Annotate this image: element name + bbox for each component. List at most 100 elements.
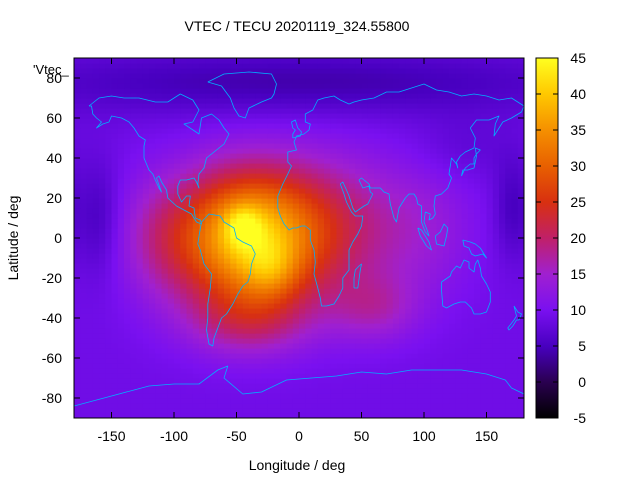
heatmap-cell [274, 333, 281, 339]
heatmap-cell [161, 198, 169, 204]
heatmap-cell [211, 73, 219, 79]
heatmap-cell [186, 263, 194, 269]
heatmap-cell [417, 223, 425, 229]
heatmap-cell [186, 273, 194, 279]
heatmap-cell [311, 248, 319, 254]
heatmap-cell [449, 258, 456, 264]
heatmap-cell [292, 98, 300, 104]
heatmap-cell [299, 178, 306, 184]
heatmap-cell [417, 108, 425, 114]
heatmap-cell [92, 173, 100, 179]
heatmap-cell [411, 223, 419, 229]
heatmap-cell [492, 113, 500, 119]
heatmap-cell [355, 323, 363, 329]
heatmap-cell [367, 383, 375, 389]
heatmap-cell [117, 393, 125, 399]
heatmap-cell [249, 338, 256, 344]
heatmap-cell [349, 93, 356, 99]
heatmap-cell [505, 148, 513, 154]
heatmap-cell [261, 183, 269, 189]
heatmap-cell [249, 333, 256, 339]
heatmap-cell [411, 153, 419, 159]
heatmap-cell [355, 88, 363, 94]
heatmap-cell [455, 243, 463, 249]
heatmap-cell [499, 258, 506, 264]
heatmap-cell [211, 208, 219, 214]
heatmap-cell [392, 143, 400, 149]
heatmap-cell [461, 98, 469, 104]
heatmap-cell [461, 213, 469, 219]
heatmap-cell [511, 258, 519, 264]
heatmap-cell [474, 283, 481, 289]
heatmap-cell [505, 358, 513, 364]
heatmap-cell [436, 233, 444, 239]
heatmap-cell [80, 353, 88, 359]
heatmap-cell [292, 313, 300, 319]
heatmap-cell [367, 123, 375, 129]
heatmap-cell [449, 193, 456, 199]
heatmap-cell [286, 278, 294, 284]
heatmap-cell [230, 253, 238, 259]
heatmap-cell [117, 323, 125, 329]
heatmap-cell [442, 303, 450, 309]
heatmap-cell [186, 363, 194, 369]
heatmap-cell [174, 153, 181, 159]
heatmap-cell [317, 288, 325, 294]
heatmap-cell [124, 108, 131, 114]
heatmap-cell [255, 158, 263, 164]
heatmap-cell [286, 228, 294, 234]
heatmap-cell [86, 213, 94, 219]
heatmap-cell [480, 363, 488, 369]
heatmap-cell [424, 393, 431, 399]
heatmap-cell [224, 138, 231, 144]
heatmap-cell [292, 113, 300, 119]
heatmap-cell [361, 223, 369, 229]
heatmap-cell [455, 193, 463, 199]
heatmap-cell [205, 143, 213, 149]
heatmap-cell [230, 248, 238, 254]
heatmap-cell [511, 318, 519, 324]
heatmap-cell [499, 338, 506, 344]
heatmap-cell [424, 218, 431, 224]
heatmap-cell [111, 343, 119, 349]
heatmap-cell [224, 373, 231, 379]
heatmap-cell [299, 263, 306, 269]
heatmap-cell [174, 138, 181, 144]
heatmap-cell [374, 73, 381, 79]
heatmap-cell [486, 283, 494, 289]
heatmap-cell [92, 338, 100, 344]
heatmap-cell [255, 388, 263, 394]
heatmap-cell [224, 268, 231, 274]
heatmap-cell [155, 168, 163, 174]
heatmap-cell [217, 273, 225, 279]
heatmap-cell [117, 333, 125, 339]
heatmap-cell [142, 283, 150, 289]
heatmap-cell [317, 393, 325, 399]
heatmap-cell [105, 368, 113, 374]
heatmap-cell [305, 123, 313, 129]
heatmap-cell [361, 338, 369, 344]
heatmap-cell [142, 228, 150, 234]
heatmap-cell [224, 313, 231, 319]
heatmap-cell [136, 148, 144, 154]
heatmap-cell [249, 133, 256, 139]
heatmap-cell [124, 378, 131, 384]
heatmap-cell [499, 213, 506, 219]
heatmap-cell [461, 153, 469, 159]
heatmap-cell [142, 368, 150, 374]
heatmap-cell [361, 183, 369, 189]
heatmap-cell [174, 98, 181, 104]
heatmap-cell [261, 313, 269, 319]
heatmap-cell [380, 203, 388, 209]
heatmap-cell [492, 333, 500, 339]
heatmap-cell [442, 363, 450, 369]
heatmap-cell [330, 263, 338, 269]
heatmap-cell [492, 178, 500, 184]
heatmap-cell [405, 363, 413, 369]
heatmap-cell [136, 308, 144, 314]
heatmap-cell [355, 358, 363, 364]
heatmap-cell [99, 408, 106, 414]
heatmap-cell [205, 168, 213, 174]
heatmap-cell [455, 133, 463, 139]
heatmap-cell [342, 263, 350, 269]
